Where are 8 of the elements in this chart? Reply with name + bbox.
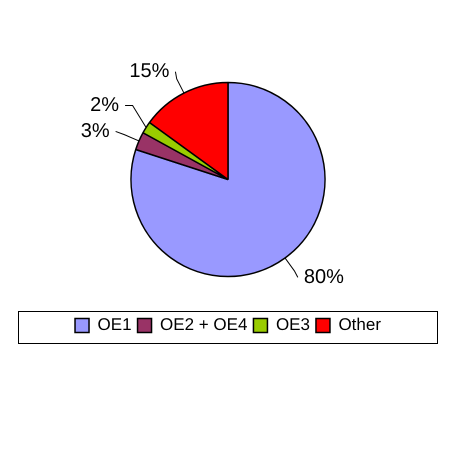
- data-label: 80%: [304, 266, 344, 288]
- legend-label: OE1: [98, 315, 132, 334]
- data-label: 3%: [80, 120, 110, 142]
- legend-label: OE3: [276, 315, 310, 334]
- legend-label: Other: [338, 315, 382, 334]
- data-label: 2%: [90, 94, 120, 116]
- data-label: 15%: [129, 60, 170, 82]
- legend-label: OE2 + OE4: [160, 315, 248, 334]
